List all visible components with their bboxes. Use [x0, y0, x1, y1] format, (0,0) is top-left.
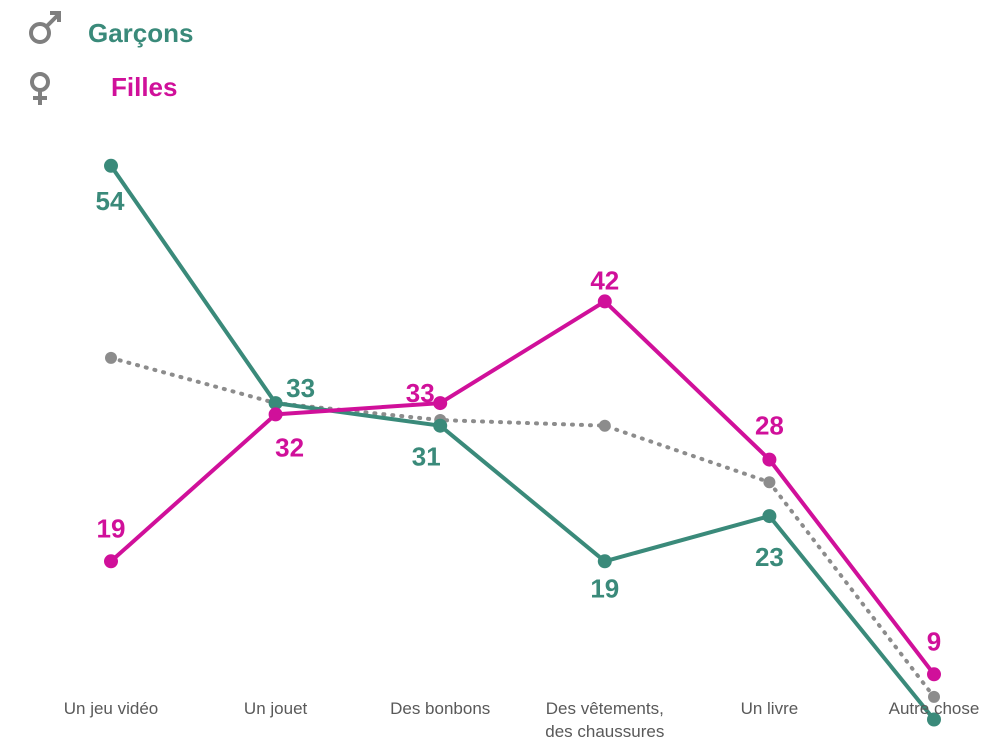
data-point [105, 351, 117, 364]
data-label: 42 [590, 265, 619, 295]
data-label: 32 [275, 432, 304, 462]
data-label: 33 [286, 373, 315, 403]
x-axis: Un jeu vidéo Un jouet Des bonbons Des vêtem… [64, 699, 980, 741]
data-label: 23 [755, 542, 784, 572]
legend-label-garcons: Garçons [88, 18, 194, 48]
data-point [104, 554, 118, 569]
category-label: Un jeu vidéo [64, 699, 159, 718]
data-label: 54 [96, 186, 125, 216]
series-average [105, 351, 940, 703]
series-filles: 19 32 33 42 28 9 [97, 265, 941, 682]
category-label: Des vêtements, des chaussures [545, 699, 664, 741]
data-label: 33 [406, 378, 435, 408]
series-line [109, 164, 936, 721]
data-point [268, 407, 283, 422]
legend: Garçons Filles [29, 11, 194, 105]
data-point [762, 452, 777, 467]
category-label: Des bonbons [390, 699, 490, 718]
data-point [927, 667, 941, 682]
series-line [109, 299, 936, 676]
category-label: Autre chose [889, 699, 980, 718]
data-point [104, 158, 118, 173]
data-point [762, 509, 777, 524]
data-point [763, 476, 776, 489]
category-label: Un jouet [244, 699, 308, 718]
data-point [598, 419, 611, 432]
data-point [597, 294, 612, 309]
data-point [597, 554, 612, 569]
female-symbol-icon [30, 72, 50, 105]
data-point [433, 396, 448, 411]
data-point [433, 418, 448, 433]
plot-area: 5433311923519323342289 [96, 158, 941, 742]
data-label: 19 [97, 513, 126, 543]
data-label: 9 [927, 626, 941, 656]
data-point [928, 690, 940, 703]
data-point [927, 712, 941, 727]
data-label: 28 [755, 411, 784, 441]
legend-label-filles: Filles [111, 72, 177, 102]
series-line [109, 355, 936, 699]
category-label: Un livre [741, 699, 799, 718]
male-symbol-icon [29, 11, 61, 44]
series-garons: 54333119235 [96, 158, 941, 742]
data-point [268, 396, 283, 411]
data-label: 31 [412, 442, 441, 472]
data-label: 19 [590, 573, 619, 603]
